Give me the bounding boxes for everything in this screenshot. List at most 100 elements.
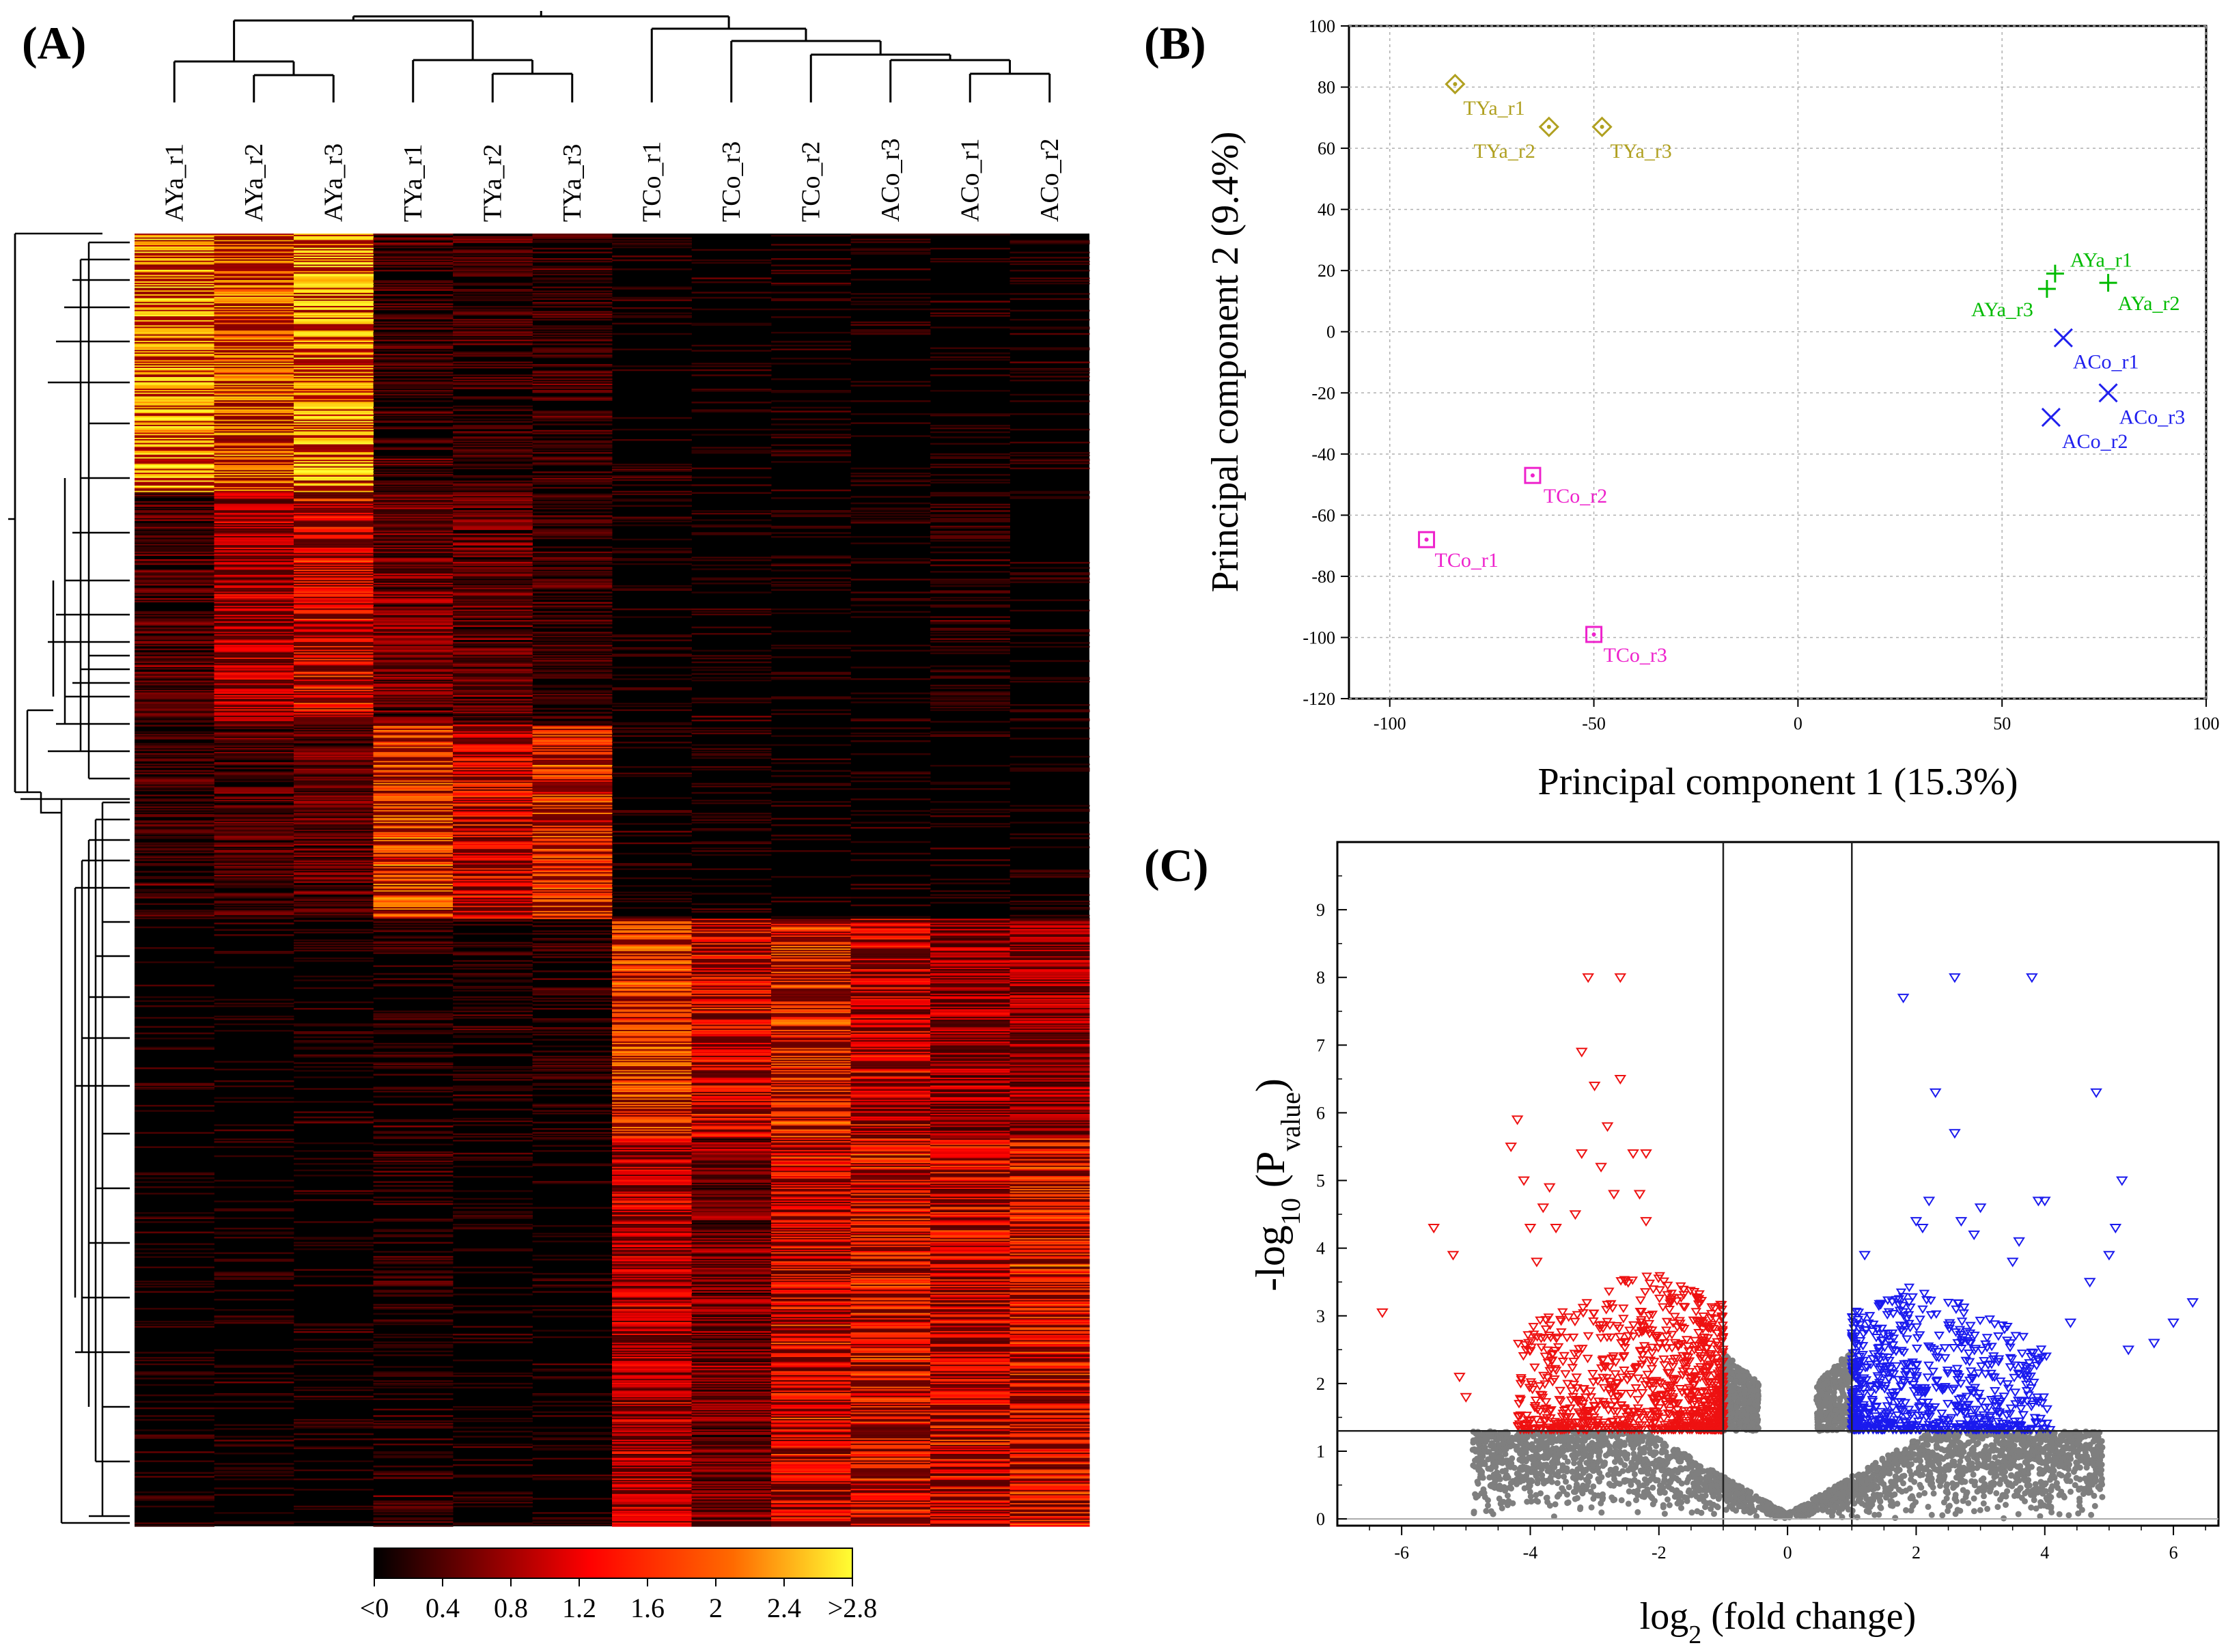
- heatmap-cell: [453, 968, 533, 970]
- heatmap-cell: [453, 528, 533, 531]
- heatmap-cell: [214, 402, 294, 404]
- heatmap-cell: [294, 339, 374, 341]
- heatmap-cell: [1009, 837, 1090, 839]
- heatmap-cell: [373, 589, 454, 591]
- heatmap-cell: [532, 449, 613, 451]
- heatmap-cell: [532, 615, 613, 617]
- heatmap-cell: [214, 551, 294, 554]
- heatmap-cell: [771, 727, 851, 729]
- heatmap-cell: [532, 794, 613, 797]
- heatmap-cell: [373, 316, 454, 318]
- heatmap-cell: [453, 622, 533, 625]
- heatmap-cell: [294, 348, 374, 350]
- heatmap-cell: [453, 590, 533, 592]
- heatmap-cell: [214, 684, 294, 687]
- heatmap-cell: [453, 762, 533, 764]
- heatmap-cell: [373, 632, 454, 634]
- heatmap-cell: [214, 544, 294, 546]
- heatmap-cell: [691, 729, 772, 732]
- heatmap-cell: [135, 393, 214, 396]
- heatmap-cell: [532, 820, 613, 822]
- heatmap-cell: [373, 1166, 454, 1169]
- heatmap-cell: [453, 522, 533, 524]
- heatmap-cell: [135, 427, 214, 430]
- heatmap-cell: [850, 234, 931, 236]
- heatmap-cell: [373, 651, 454, 653]
- heatmap-cell: [214, 904, 294, 906]
- heatmap-cell: [294, 772, 374, 774]
- heatmap-cell: [373, 288, 454, 290]
- heatmap-cell: [135, 632, 214, 634]
- heatmap-cell: [294, 277, 374, 279]
- heatmap-cell: [373, 591, 454, 593]
- heatmap-cell: [214, 668, 294, 670]
- heatmap-cell: [373, 872, 454, 874]
- heatmap-cell: [532, 845, 613, 847]
- heatmap-cell: [294, 718, 374, 720]
- heatmap-cell: [1009, 251, 1090, 253]
- heatmap-cell: [453, 352, 533, 354]
- heatmap-cell: [294, 488, 374, 490]
- heatmap-cell: [532, 432, 613, 435]
- heatmap-cell: [453, 313, 533, 316]
- heatmap-cell: [453, 768, 533, 771]
- heatmap-cell: [453, 519, 533, 521]
- heatmap-column-label: TYa_r3: [558, 144, 587, 222]
- heatmap-cell: [294, 632, 374, 635]
- heatmap-cell: [294, 625, 374, 628]
- heatmap-cell: [294, 944, 374, 947]
- heatmap-cell: [294, 509, 374, 511]
- heatmap-cell: [214, 499, 294, 501]
- heatmap-cell: [453, 408, 533, 410]
- heatmap-cell: [532, 260, 613, 263]
- heatmap-cell: [214, 613, 294, 616]
- heatmap-cell: [1009, 454, 1090, 457]
- heatmap-cell: [294, 520, 374, 522]
- heatmap-cell: [532, 1078, 613, 1080]
- heatmap-cell: [532, 1004, 613, 1006]
- heatmap-cell: [373, 735, 454, 737]
- heatmap-cell: [930, 825, 1010, 828]
- heatmap-cell: [771, 824, 851, 826]
- heatmap-cell: [135, 363, 214, 365]
- heatmap-cell: [532, 554, 613, 556]
- heatmap-cell: [532, 752, 613, 754]
- heatmap-cell: [453, 496, 533, 498]
- heatmap-cell: [1009, 810, 1090, 812]
- heatmap-cell: [135, 628, 214, 630]
- heatmap-cell: [453, 458, 533, 460]
- heatmap-cell: [691, 374, 772, 376]
- heatmap-cell: [294, 505, 374, 507]
- heatmap-cell: [294, 490, 374, 493]
- heatmap-cell: [214, 275, 294, 277]
- heatmap-cell: [453, 845, 533, 847]
- heatmap-cell: [214, 347, 294, 350]
- heatmap-cell: [214, 370, 294, 373]
- heatmap-cell: [135, 524, 214, 527]
- heatmap-cell: [612, 470, 692, 472]
- heatmap-cell: [532, 415, 613, 418]
- heatmap-column-label: TYa_r2: [478, 144, 507, 222]
- heatmap-cell: [850, 435, 931, 437]
- heatmap-cell: [135, 811, 214, 813]
- heatmap-cell: [294, 528, 374, 531]
- heatmap-cell: [373, 493, 454, 495]
- heatmap-cell: [691, 868, 772, 870]
- heatmap-cell: [453, 1207, 533, 1209]
- heatmap-cell: [214, 670, 294, 673]
- heatmap-cell: [135, 390, 214, 392]
- heatmap-cell: [294, 430, 374, 432]
- heatmap-cell: [453, 851, 533, 854]
- heatmap-cell: [453, 499, 533, 502]
- heatmap-cell: [214, 451, 294, 453]
- heatmap-cell: [294, 363, 374, 365]
- heatmap-cell: [771, 784, 851, 786]
- heatmap-cell: [1009, 567, 1090, 569]
- heatmap-cell: [532, 725, 613, 727]
- heatmap-cell: [294, 392, 374, 395]
- heatmap-cell: [453, 318, 533, 321]
- heatmap-cell: [930, 559, 1010, 561]
- heatmap-cell: [453, 454, 533, 457]
- heatmap-cell: [373, 809, 454, 811]
- heatmap-cell: [373, 790, 454, 793]
